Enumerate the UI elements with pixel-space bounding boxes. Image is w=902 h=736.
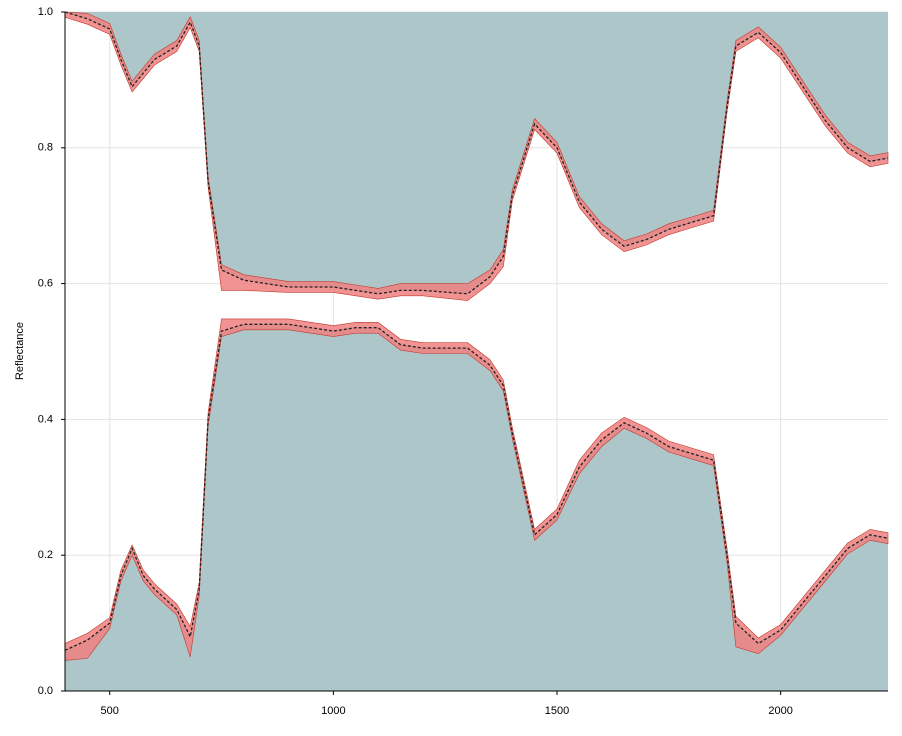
y-tick-label: 1.0 (38, 6, 53, 18)
x-tick-label: 1500 (545, 705, 569, 717)
y-axis-label: Reflectance (14, 322, 26, 380)
x-tick-label: 1000 (321, 705, 345, 717)
area (65, 12, 888, 294)
band (64, 11, 889, 301)
area (65, 324, 888, 691)
x-tick-label: 500 (101, 705, 119, 717)
y-tick-label: 0.4 (38, 413, 53, 425)
mean-line (64, 11, 889, 295)
y-tick-label: 0.0 (38, 685, 53, 697)
band (64, 318, 889, 661)
y-tick-label: 0.6 (38, 278, 53, 290)
y-tick-label: 0.8 (38, 142, 53, 154)
y-tick-label: 0.2 (38, 549, 53, 561)
mean-line (64, 323, 889, 651)
x-tick-label: 2000 (768, 705, 792, 717)
